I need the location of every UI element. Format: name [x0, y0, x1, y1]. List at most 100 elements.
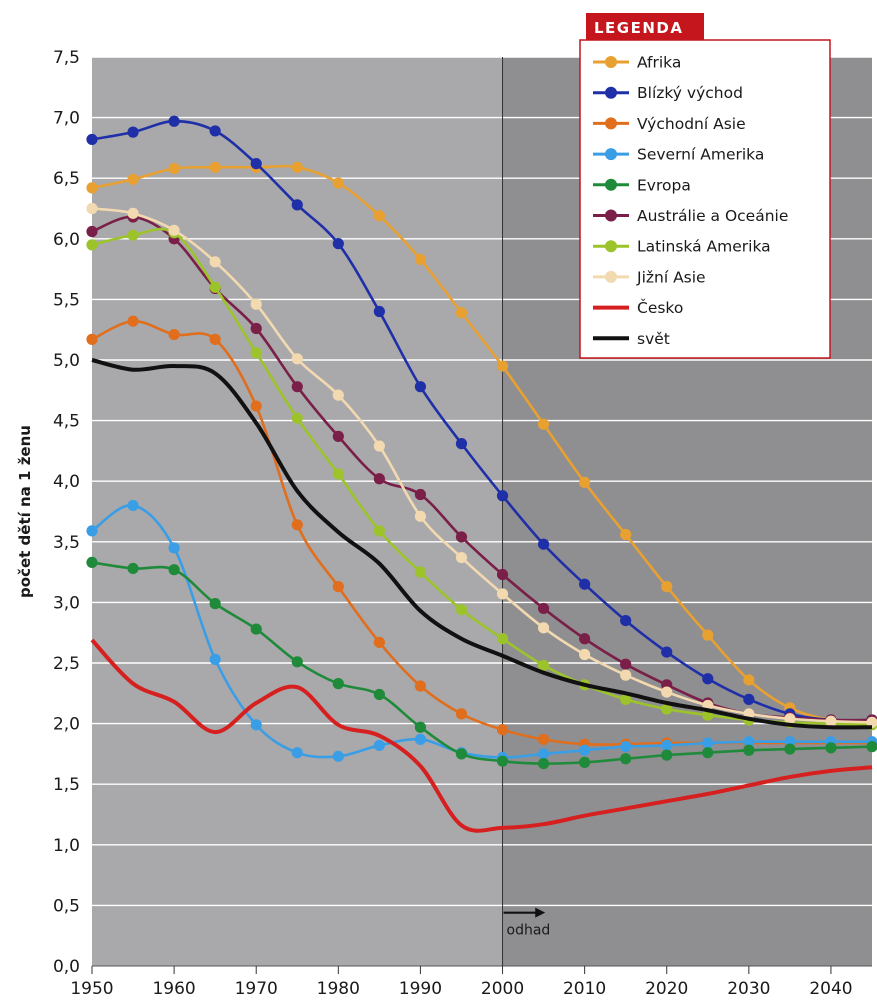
series-7-point: [373, 440, 385, 452]
series-4-point: [455, 748, 468, 760]
series-7-point: [168, 224, 180, 236]
series-6-point: [455, 604, 468, 616]
series-7-point: [620, 669, 632, 681]
series-1-point: [455, 438, 468, 450]
series-9-line: [91, 358, 873, 730]
legend-marker: [605, 240, 617, 253]
x-tick-label: 1960: [152, 979, 195, 999]
series-7-point: [86, 202, 98, 215]
series-4-point: [579, 756, 591, 768]
legend-marker: [605, 86, 617, 99]
series-1-point: [537, 538, 550, 550]
series-4-point: [250, 623, 262, 635]
legend-marker: [605, 178, 617, 191]
series-3-point: [86, 525, 98, 537]
series-4-point: [291, 656, 303, 668]
legend: LEGENDA Afrika Blízký východ Východní Asie…: [579, 13, 831, 359]
series-4-point: [702, 747, 714, 759]
series-1-point: [127, 126, 139, 138]
y-tick-label: 1,5: [53, 775, 80, 795]
x-tick-label: 1990: [399, 979, 442, 999]
series-2-point: [414, 680, 427, 692]
legend-item: Jižní Asie: [593, 268, 706, 286]
series-5-point: [579, 633, 591, 645]
x-tick-label: 2040: [809, 979, 852, 999]
series-2-point: [496, 724, 509, 736]
y-tick-label: 3,5: [53, 533, 80, 553]
legend-title: LEGENDA: [594, 19, 683, 37]
series-0-point: [455, 307, 468, 319]
gridlines: [92, 56, 872, 967]
series-0-point: [209, 161, 221, 173]
series-3-point: [661, 739, 673, 752]
series-7-point: [250, 298, 262, 310]
series-5-point: [250, 322, 262, 335]
legend-item: Blízký východ: [593, 84, 743, 102]
legend-marker: [605, 270, 617, 283]
series-1-point: [414, 381, 427, 393]
series-4-point: [127, 562, 139, 575]
series-3-point: [414, 733, 427, 745]
series-3-point: [168, 542, 180, 554]
series-7-point: [866, 716, 877, 728]
estimate-annotation: odhad: [503, 907, 551, 939]
series-1-point: [702, 673, 714, 685]
series-2-point: [209, 333, 221, 345]
y-tick-label: 5,5: [53, 290, 80, 310]
series-3-point: [250, 719, 262, 731]
plot-area-past: [92, 57, 503, 966]
series-5-point: [496, 568, 509, 581]
series-7-point: [455, 551, 468, 564]
series-0-point: [661, 581, 673, 593]
series-1-point: [291, 199, 303, 211]
y-tick-label: 6,5: [53, 169, 80, 189]
y-tick-label: 3,0: [53, 593, 80, 613]
legend-label: Východní Asie: [637, 115, 746, 133]
series-7-point: [537, 622, 550, 634]
x-tick-label: 1980: [317, 979, 360, 999]
series-6-point: [209, 281, 221, 293]
series-1-point: [620, 614, 632, 627]
x-tick-label: 2030: [727, 979, 770, 999]
series-3: [86, 499, 877, 764]
series-6-point: [537, 659, 550, 672]
legend-item: Evropa: [593, 176, 691, 194]
series-7-point: [332, 389, 344, 401]
legend-label: Afrika: [637, 54, 681, 72]
series-1-point: [743, 693, 755, 705]
series-4-point: [414, 721, 427, 733]
series-4-point: [743, 744, 755, 756]
y-tick-label: 7,0: [53, 109, 80, 129]
series-0-point: [168, 162, 180, 175]
series-4-point: [86, 556, 98, 569]
legend-item: Východní Asie: [593, 115, 746, 133]
series-1-point: [86, 133, 98, 146]
series-7-line: [91, 207, 873, 724]
series-0-point: [373, 210, 385, 222]
series-3-point: [127, 499, 139, 512]
series-7-point: [661, 686, 673, 698]
series-6-point: [250, 347, 262, 359]
x-tick-label: 1970: [235, 979, 278, 999]
legend-item: Česko: [593, 298, 683, 317]
legend-item: svět: [593, 330, 670, 348]
series-6-point: [661, 703, 673, 715]
legend-marker: [605, 148, 617, 161]
series-4-point: [209, 598, 221, 610]
series-0-point: [127, 173, 139, 186]
legend-item: Austrálie a Oceánie: [593, 207, 788, 225]
series-1-point: [250, 158, 262, 170]
series-6-point: [127, 229, 139, 241]
series-3-point: [579, 744, 591, 756]
series-6-point: [86, 239, 98, 251]
y-tick-label: 6,0: [53, 230, 80, 250]
series-6-point: [332, 468, 344, 480]
series-7-point: [579, 648, 591, 661]
estimate-label: odhad: [507, 923, 551, 939]
legend-label: Česko: [637, 298, 683, 317]
series-5-point: [373, 473, 385, 485]
series-2-point: [168, 328, 180, 341]
legend-items: Afrika Blízký východ Východní Asie Severní …: [593, 54, 788, 348]
series-0-point: [332, 177, 344, 189]
x-axis-ticks: 1950 1960 1970 1980 1990 2000 2010 2020 2030 2040: [70, 966, 853, 999]
